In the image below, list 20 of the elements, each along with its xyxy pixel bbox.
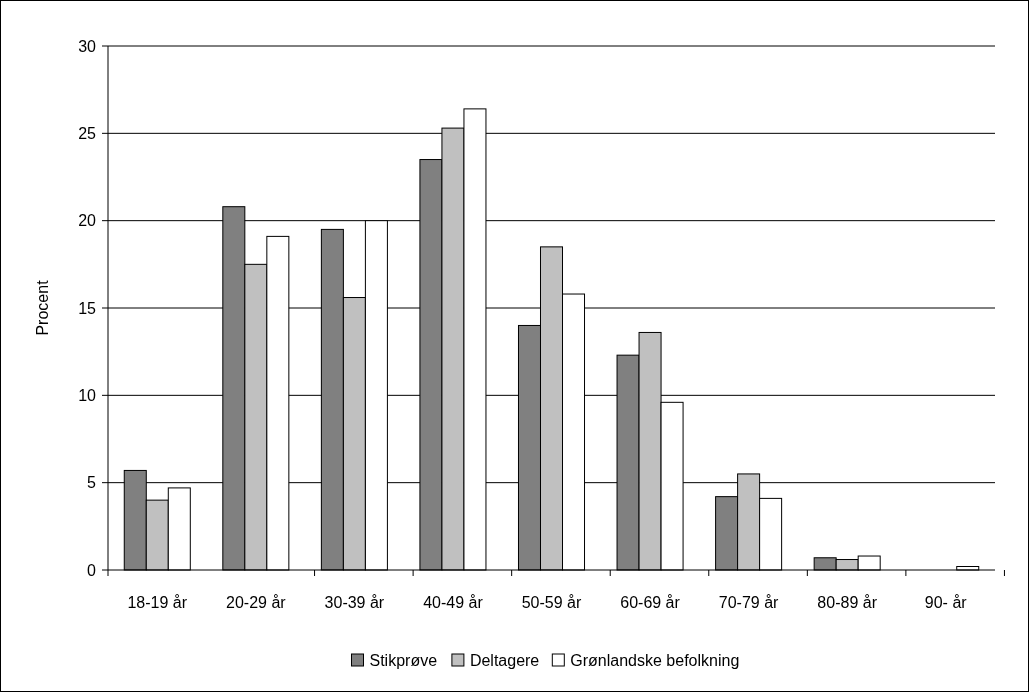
y-axis-title: Procent (34, 279, 51, 336)
legend-label: Deltagere (469, 651, 540, 669)
y-tick-label: 5 (87, 474, 97, 492)
y-tick-label: 30 (78, 37, 97, 55)
x-tick-label: 18-19 år (127, 594, 188, 611)
legend-label: Grønlandske befolkning (570, 651, 740, 669)
x-tick-label: 80-89 år (817, 594, 878, 611)
x-tick-label: 20-29 år (226, 594, 287, 611)
x-tick-label: 60-69 år (620, 594, 681, 611)
y-tick-label: 10 (78, 386, 97, 404)
x-tick-label: 50-59 år (521, 594, 582, 611)
y-tick-label: 20 (78, 212, 97, 230)
x-tick-label: 70-79 år (718, 594, 780, 611)
legend-label: Stikprøve (369, 651, 438, 669)
y-tick-label: 15 (78, 299, 97, 317)
x-tick-label: 40-49 år (423, 594, 484, 611)
y-tick-label: 25 (78, 124, 97, 142)
x-tick-label: 90- år (924, 594, 968, 611)
x-tick-label: 30-39 år (324, 594, 385, 611)
y-tick-label: 0 (87, 561, 97, 579)
